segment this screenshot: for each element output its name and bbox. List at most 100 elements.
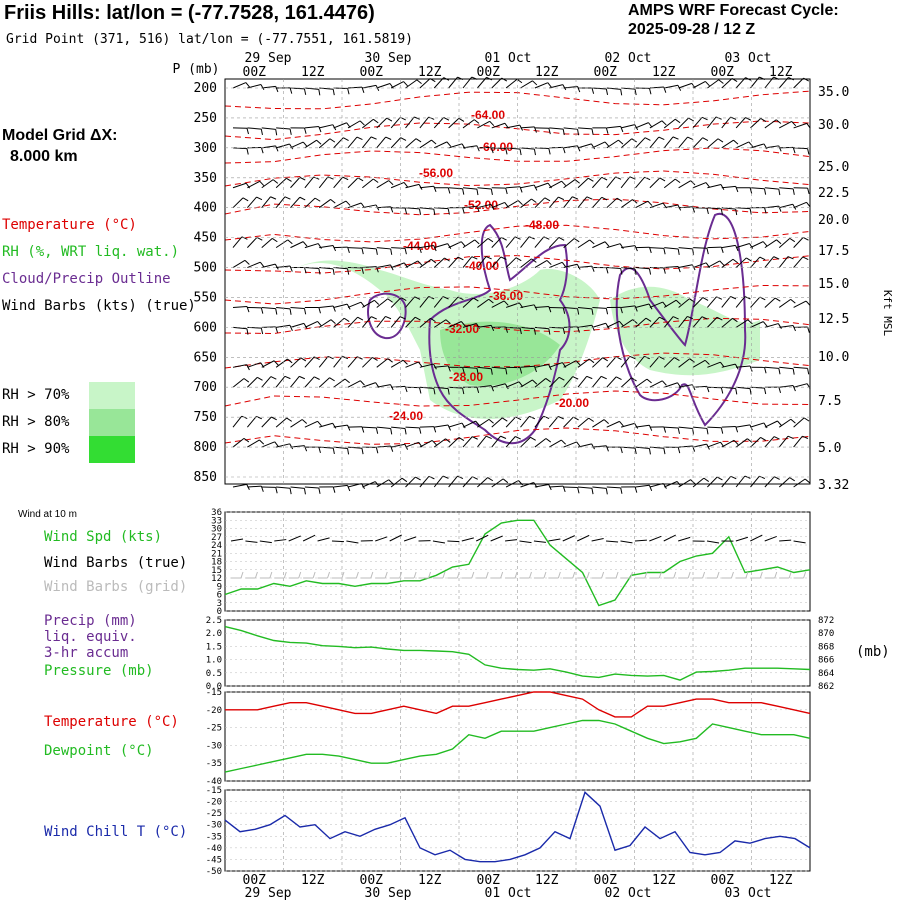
time-tick-label: 00Z <box>711 65 735 80</box>
wind-barb <box>347 136 363 149</box>
temperature-contour <box>224 352 811 369</box>
wind-barb-shaft <box>333 137 344 149</box>
wind-barb-flag <box>749 388 752 395</box>
wind-barb <box>318 377 335 388</box>
wind-barb-flag <box>361 248 364 255</box>
wind-barb-shaft <box>405 260 419 268</box>
wind-barb-shaft <box>678 264 693 269</box>
wind-barb-flag <box>688 117 695 122</box>
wind-barb-shaft <box>390 181 405 189</box>
wind-barb <box>707 207 723 215</box>
wind-barb-shaft <box>433 257 445 268</box>
wind-barb-shaft <box>275 417 288 428</box>
wind-barb-flag <box>735 186 739 193</box>
wind-barb-flag <box>762 321 768 327</box>
wind-barb <box>563 85 581 93</box>
wind-barb-shaft <box>606 125 621 129</box>
wind-barb-shaft <box>663 178 676 189</box>
wind-barb-shaft <box>304 376 315 388</box>
wind-barb <box>276 306 292 315</box>
wind-barb-flag <box>490 385 495 392</box>
wind-barb-flag <box>347 88 350 95</box>
wind-barb-flag <box>547 82 552 88</box>
wind-barb-shaft <box>534 236 545 248</box>
wind-barb-shaft <box>434 424 449 428</box>
wind-barb-shaft <box>778 238 791 248</box>
wind-barb-flag <box>458 437 465 442</box>
wind-barb <box>261 145 279 152</box>
wind-barb-shaft <box>793 383 808 388</box>
wind-barb-flag <box>490 188 493 195</box>
wind-barb <box>735 141 754 149</box>
y-tick-label: -35 <box>206 832 222 842</box>
wind-barb <box>276 265 293 272</box>
wind-barb-shaft <box>261 85 276 89</box>
wind-barb <box>750 143 768 150</box>
wind-barb-flag <box>632 199 638 204</box>
wind-barb-flag <box>375 248 378 255</box>
wind-barb-grid-flag <box>355 571 359 579</box>
wind-barb-shaft <box>491 201 505 209</box>
wind-barb-flag <box>359 120 365 126</box>
wind-barb-shaft <box>319 305 334 308</box>
wind-barb <box>448 386 465 395</box>
wind-barb-shaft <box>433 296 444 308</box>
wind-barb-flag <box>301 419 308 424</box>
wind-barb <box>304 126 322 133</box>
wind-barb <box>635 446 651 455</box>
wind-barb-flag <box>605 323 610 329</box>
cloud-outline <box>615 212 747 427</box>
wind-barb-shaft <box>649 301 663 308</box>
wind-barb-flag <box>343 317 350 322</box>
wind-barb-shaft <box>520 198 532 209</box>
wind-barb-shaft <box>462 256 473 268</box>
wind-barb-shaft <box>793 201 807 209</box>
wind-barb <box>779 385 796 392</box>
height-tick-label: 25.0 <box>818 160 849 175</box>
wind-barb-shaft <box>563 441 577 448</box>
wind-barb-shaft <box>563 179 576 189</box>
wind-barb-flag <box>500 435 507 439</box>
wind-barb-flag <box>647 200 653 206</box>
wind-barb-shaft <box>491 122 506 129</box>
wind-barb <box>376 136 392 149</box>
wind-barb-shaft <box>376 426 391 429</box>
wind-barb <box>793 147 810 155</box>
wind-barb <box>606 176 622 189</box>
wind-barb-true <box>663 534 676 542</box>
wind-barb <box>606 420 624 428</box>
wind-barb-flag <box>561 261 567 268</box>
wind-barb-flag <box>577 326 580 333</box>
wind-barb-flag <box>344 378 350 384</box>
wind-barb-flag <box>476 387 480 394</box>
wind-barb <box>304 486 321 494</box>
wind-barb <box>376 247 393 255</box>
wind-barb-shaft <box>549 127 564 130</box>
wind-barb-flag <box>591 128 594 135</box>
wind-barb-flag <box>360 380 365 386</box>
wind-barb <box>764 436 780 448</box>
wind-barb <box>319 124 337 131</box>
wind-barb <box>678 117 695 129</box>
wind-barb <box>793 366 810 375</box>
wind-barb-flag <box>760 436 767 441</box>
wind-barb-shaft <box>649 356 660 368</box>
wind-barb <box>750 366 767 374</box>
height-tick-label: 35.0 <box>818 85 849 100</box>
wind-barb-flag <box>275 145 279 152</box>
wind-barb <box>333 317 350 328</box>
wind-barb-shaft <box>419 78 431 89</box>
wind-barb-flag <box>620 126 624 133</box>
wind-barb <box>261 376 277 388</box>
wind-barb-shaft <box>304 486 319 489</box>
wind-barb-shaft <box>577 196 588 209</box>
wind-barb-flag <box>792 204 797 210</box>
wind-barb-shaft <box>736 365 751 368</box>
wind-barb-flag <box>243 437 250 443</box>
wind-barb-shaft <box>534 364 549 368</box>
wind-barb <box>318 319 336 328</box>
wind-barb-shaft <box>520 258 532 268</box>
wind-barb <box>505 78 523 89</box>
wind-barb-shaft <box>520 80 533 89</box>
wind-barb <box>333 137 349 149</box>
